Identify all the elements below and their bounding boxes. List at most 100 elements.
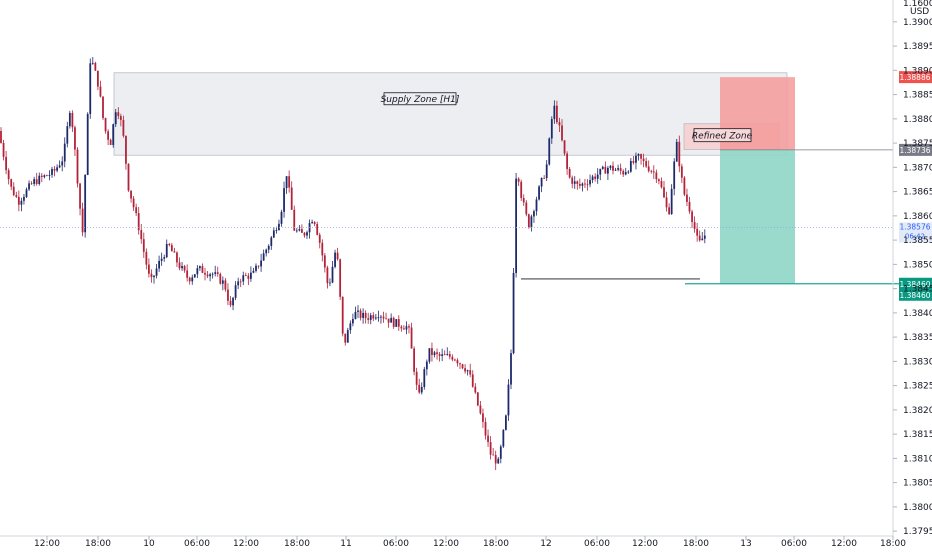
candle xyxy=(558,117,561,133)
candle xyxy=(170,242,173,252)
candle-body xyxy=(168,243,171,246)
candle-body xyxy=(206,274,209,277)
candle xyxy=(76,147,79,188)
candle xyxy=(548,137,551,166)
candle-body xyxy=(66,126,69,144)
candle-body xyxy=(686,194,688,202)
candle-body xyxy=(170,245,173,252)
y-tick-label: 1.38050 xyxy=(903,479,932,489)
candle xyxy=(285,176,288,194)
candle-body xyxy=(211,273,214,275)
candle xyxy=(51,166,53,178)
candle-body xyxy=(594,176,597,179)
candle xyxy=(607,165,609,181)
candle xyxy=(2,139,5,161)
candle xyxy=(79,182,81,216)
candle-body xyxy=(566,153,568,169)
candle-body xyxy=(553,105,556,120)
candle xyxy=(469,363,472,378)
candle xyxy=(474,383,477,395)
candle-body xyxy=(5,156,7,171)
candle xyxy=(221,276,224,291)
candle xyxy=(489,436,492,460)
candle xyxy=(331,260,334,284)
candle-body xyxy=(512,272,515,354)
candle-body xyxy=(280,211,283,224)
candle xyxy=(255,263,257,273)
candle-body xyxy=(431,348,433,355)
candle-body xyxy=(637,154,640,156)
candle xyxy=(257,265,260,269)
candle xyxy=(487,429,489,447)
y-tick-label: 1.38600 xyxy=(903,212,932,222)
candle-body xyxy=(163,257,166,259)
candle xyxy=(535,196,538,216)
x-tick-label: 06:00 xyxy=(781,539,807,549)
candle-body xyxy=(443,354,446,356)
candle xyxy=(686,188,688,207)
candle xyxy=(288,170,291,193)
candle-body xyxy=(112,124,115,145)
candle xyxy=(645,157,648,168)
candle xyxy=(563,140,566,156)
candle-body xyxy=(678,141,681,167)
candle xyxy=(298,225,301,232)
candle-body xyxy=(97,70,99,87)
candle xyxy=(229,296,232,308)
candle xyxy=(112,123,115,148)
candle-body xyxy=(691,211,693,223)
candle-body xyxy=(321,242,324,256)
candle xyxy=(433,350,436,358)
candle xyxy=(334,249,336,269)
candle xyxy=(326,265,329,289)
candle-body xyxy=(497,458,500,464)
candle-body xyxy=(145,251,148,265)
candle xyxy=(119,113,122,127)
candle xyxy=(696,223,699,242)
candle xyxy=(28,180,30,191)
candle xyxy=(308,219,311,239)
candle xyxy=(339,258,342,300)
candle xyxy=(341,296,344,337)
candle-body xyxy=(270,237,273,246)
candle-body xyxy=(448,354,451,357)
y-axis-header: 1.16000 xyxy=(903,0,932,9)
candle-body xyxy=(193,274,196,278)
y-tick-label: 1.38950 xyxy=(903,42,932,52)
candle xyxy=(619,163,622,175)
candle xyxy=(23,194,25,205)
candle-body xyxy=(219,273,222,284)
candle xyxy=(10,178,13,191)
candle-body xyxy=(561,125,563,141)
candle xyxy=(66,121,69,148)
candle-body xyxy=(578,183,581,186)
candle-body xyxy=(132,198,135,208)
candle xyxy=(380,315,382,324)
candle xyxy=(374,313,377,321)
candle-body xyxy=(339,259,342,297)
candle-body xyxy=(301,229,303,233)
candle xyxy=(48,170,51,181)
candle-body xyxy=(119,116,122,120)
candle xyxy=(46,174,48,177)
y-tick-label: 1.38850 xyxy=(903,91,932,101)
candle xyxy=(43,174,46,179)
overlays: Refined Zone1.388861.387361.3857606:421.… xyxy=(0,71,932,301)
candle xyxy=(601,165,604,170)
candle-body xyxy=(114,112,117,125)
candle-body xyxy=(352,318,354,324)
candle xyxy=(647,160,650,173)
candle-body xyxy=(71,113,74,128)
candle xyxy=(553,100,556,124)
candle xyxy=(635,152,637,170)
candle xyxy=(0,127,2,144)
candle xyxy=(622,169,625,177)
x-tick-label: 18:00 xyxy=(483,539,509,549)
candle-body xyxy=(303,232,306,236)
candle-body xyxy=(520,181,523,199)
candle xyxy=(609,165,612,171)
candle-body xyxy=(349,323,352,331)
candle-body xyxy=(188,277,191,282)
